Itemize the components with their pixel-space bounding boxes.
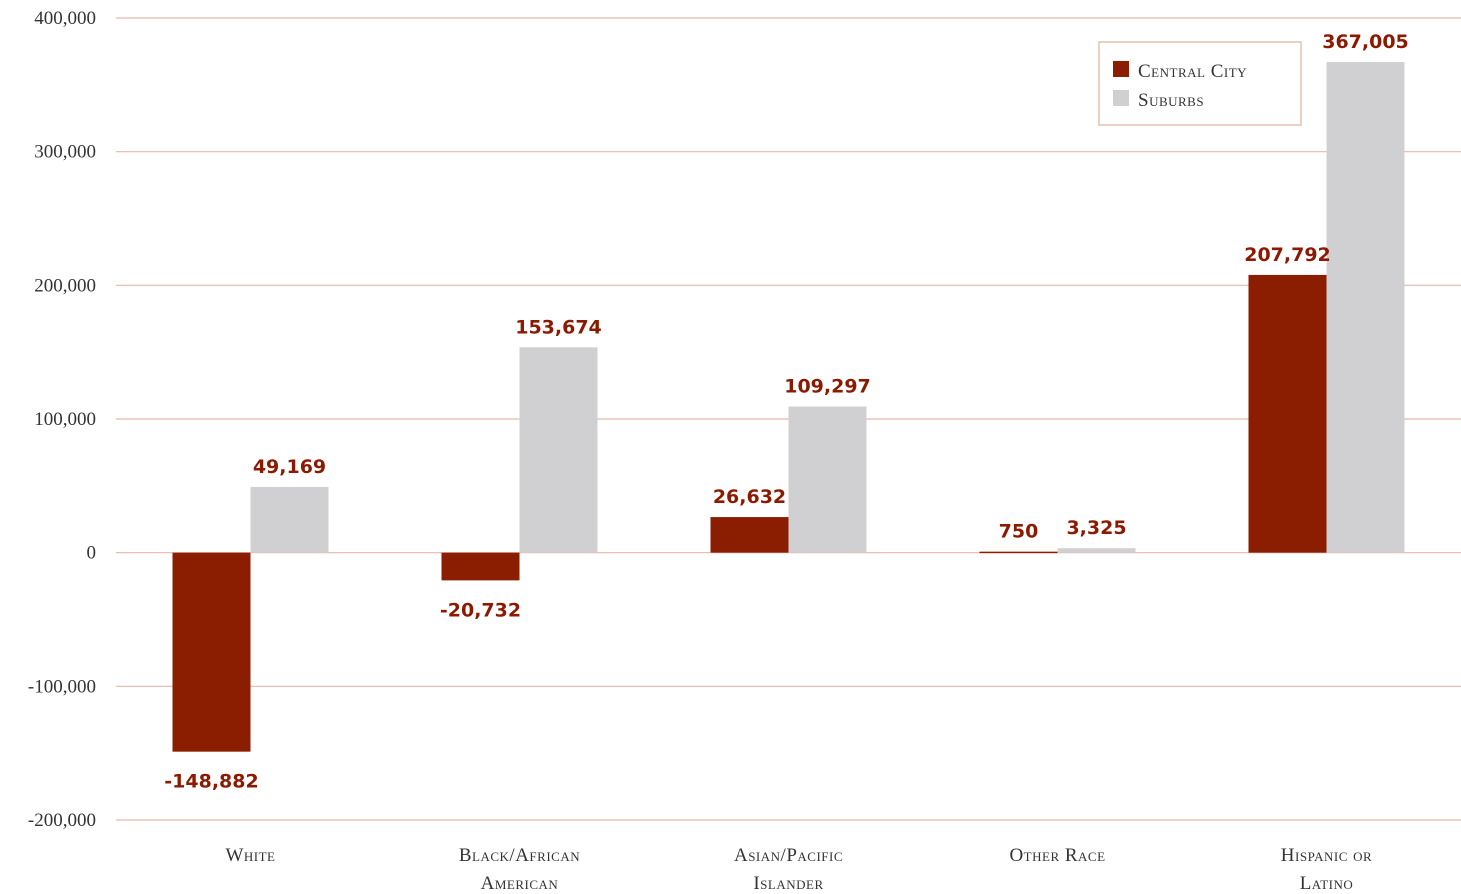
data-label: 207,792 [1244, 244, 1331, 266]
bar-central-city [710, 517, 789, 553]
data-label: 26,632 [713, 486, 786, 508]
bars [172, 62, 1405, 752]
data-label: 367,005 [1322, 31, 1409, 53]
data-label: -148,882 [164, 771, 258, 793]
data-labels: -148,882 49,169 -20,732 153,674 26,632 109,29… [164, 31, 1408, 793]
bar-suburbs [1326, 62, 1405, 553]
data-label: -20,732 [440, 599, 521, 621]
legend-label-suburbs: Suburbs [1138, 90, 1204, 111]
bar-suburbs [250, 486, 329, 553]
x-tick-label: Black/African [459, 845, 580, 866]
data-label: 3,325 [1066, 517, 1126, 539]
legend-box [1098, 41, 1302, 126]
bar-central-city [172, 552, 251, 752]
y-tick-label: 200,000 [34, 275, 96, 296]
y-tick-label: 400,000 [34, 8, 96, 29]
x-axis: White Black/African American Asian/Pacific I… [225, 845, 1372, 894]
x-tick-label: Latino [1300, 873, 1354, 894]
bar-central-city [1248, 274, 1327, 553]
legend-swatch-central-city [1113, 61, 1129, 77]
y-tick-label: 100,000 [34, 409, 96, 430]
x-tick-label: Asian/Pacific [734, 845, 843, 866]
bar-suburbs [1057, 548, 1136, 553]
bar-suburbs [519, 347, 598, 553]
y-tick-label: -100,000 [28, 676, 96, 697]
legend-label-central-city: Central City [1138, 61, 1247, 82]
data-label: 49,169 [253, 456, 326, 478]
x-tick-label: Hispanic or [1281, 845, 1372, 866]
bar-central-city [441, 552, 520, 581]
x-tick-label: White [225, 845, 275, 866]
data-label: 750 [999, 521, 1039, 543]
data-label: 153,674 [515, 316, 602, 338]
bar-central-city [979, 551, 1058, 554]
x-tick-label: Islander [753, 873, 823, 894]
legend: Central City Suburbs [1098, 41, 1302, 126]
legend-swatch-suburbs [1113, 90, 1129, 106]
y-axis: 400,000 300,000 200,000 100,000 0 -100,000 -20… [28, 8, 96, 831]
y-tick-label: -200,000 [28, 810, 96, 831]
y-tick-label: 0 [87, 543, 97, 564]
x-tick-label: Other Race [1009, 845, 1105, 866]
x-tick-label: American [481, 873, 559, 894]
bar-suburbs [788, 406, 867, 553]
y-tick-label: 300,000 [34, 142, 96, 163]
gridlines [116, 17, 1461, 821]
data-label: 109,297 [784, 376, 871, 398]
